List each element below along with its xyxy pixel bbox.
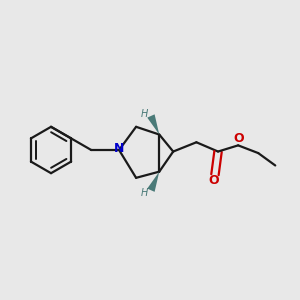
Text: O: O xyxy=(233,132,244,145)
Polygon shape xyxy=(147,114,159,134)
Polygon shape xyxy=(147,172,159,192)
Text: N: N xyxy=(114,142,124,155)
Text: O: O xyxy=(208,174,219,188)
Text: H: H xyxy=(141,188,148,198)
Text: H: H xyxy=(141,110,148,119)
